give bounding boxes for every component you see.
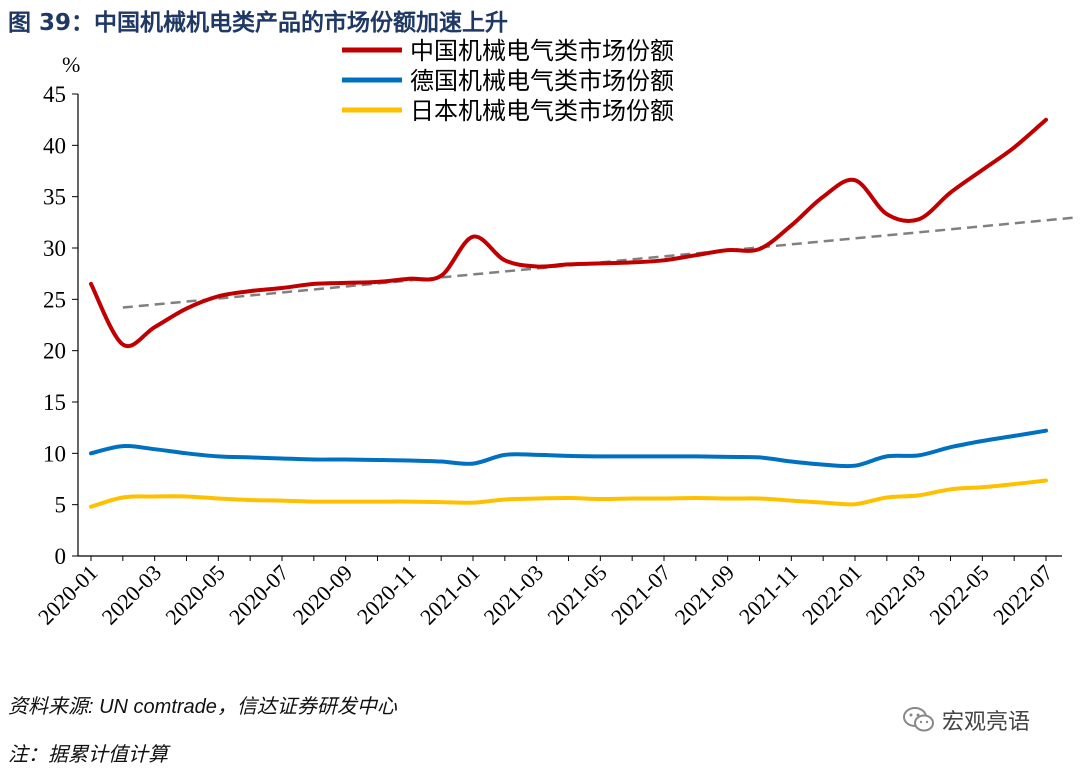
x-tick-label: 2022-01 [797,560,867,630]
series-line-3 [89,478,1048,509]
x-tick-label: 2020-11 [352,560,421,629]
y-axis-unit-label: % [62,52,80,77]
x-tick-label: 2021-09 [670,560,740,630]
y-tick-label: 5 [55,493,67,518]
axes: 0510152025303540452020-012020-032020-052… [33,82,1062,629]
y-tick-label: 20 [43,339,66,364]
y-tick-label: 40 [43,133,66,158]
x-tick-label: 2021-05 [542,560,612,630]
x-tick-label: 2020-07 [224,560,294,630]
series-line-1 [89,117,1048,349]
x-tick-label: 2020-01 [33,560,103,630]
legend-label-1: 中国机械电气类市场份额 [410,37,674,65]
figure-title: 图 39：中国机械机电类产品的市场份额加速上升 [8,10,509,36]
x-tick-label: 2021-11 [734,560,803,629]
y-tick-label: 45 [43,82,66,107]
x-tick-label: 2020-05 [160,560,230,630]
wechat-icon [903,707,934,732]
y-tick-label: 30 [43,236,66,261]
x-tick-label: 2022-05 [924,560,994,630]
y-tick-label: 35 [43,185,66,210]
calc-note: 注：据累计值计算 [8,744,168,766]
x-tick-label: 2020-09 [288,560,358,630]
watermark: 宏观亮语 [902,702,1030,738]
x-tick-label: 2022-03 [861,560,931,630]
series-line-2 [89,428,1048,469]
x-tick-label: 2021-01 [415,560,485,630]
x-tick-label: 2022-07 [988,560,1058,630]
x-tick-label: 2020-03 [97,560,167,630]
x-tick-label: 2021-07 [606,560,676,630]
y-tick-label: 0 [55,544,67,569]
legend-label-3: 日本机械电气类市场份额 [410,97,674,125]
y-tick-label: 25 [43,287,66,312]
legend-label-2: 德国机械电气类市场份额 [410,67,674,95]
source-note: 资料来源: UN comtrade，信达证券研发中心 [8,696,397,718]
y-tick-label: 15 [43,390,66,415]
x-tick-label: 2021-03 [479,560,549,630]
y-tick-label: 10 [43,441,66,466]
watermark-text: 宏观亮语 [942,710,1031,735]
series-group [89,117,1048,509]
